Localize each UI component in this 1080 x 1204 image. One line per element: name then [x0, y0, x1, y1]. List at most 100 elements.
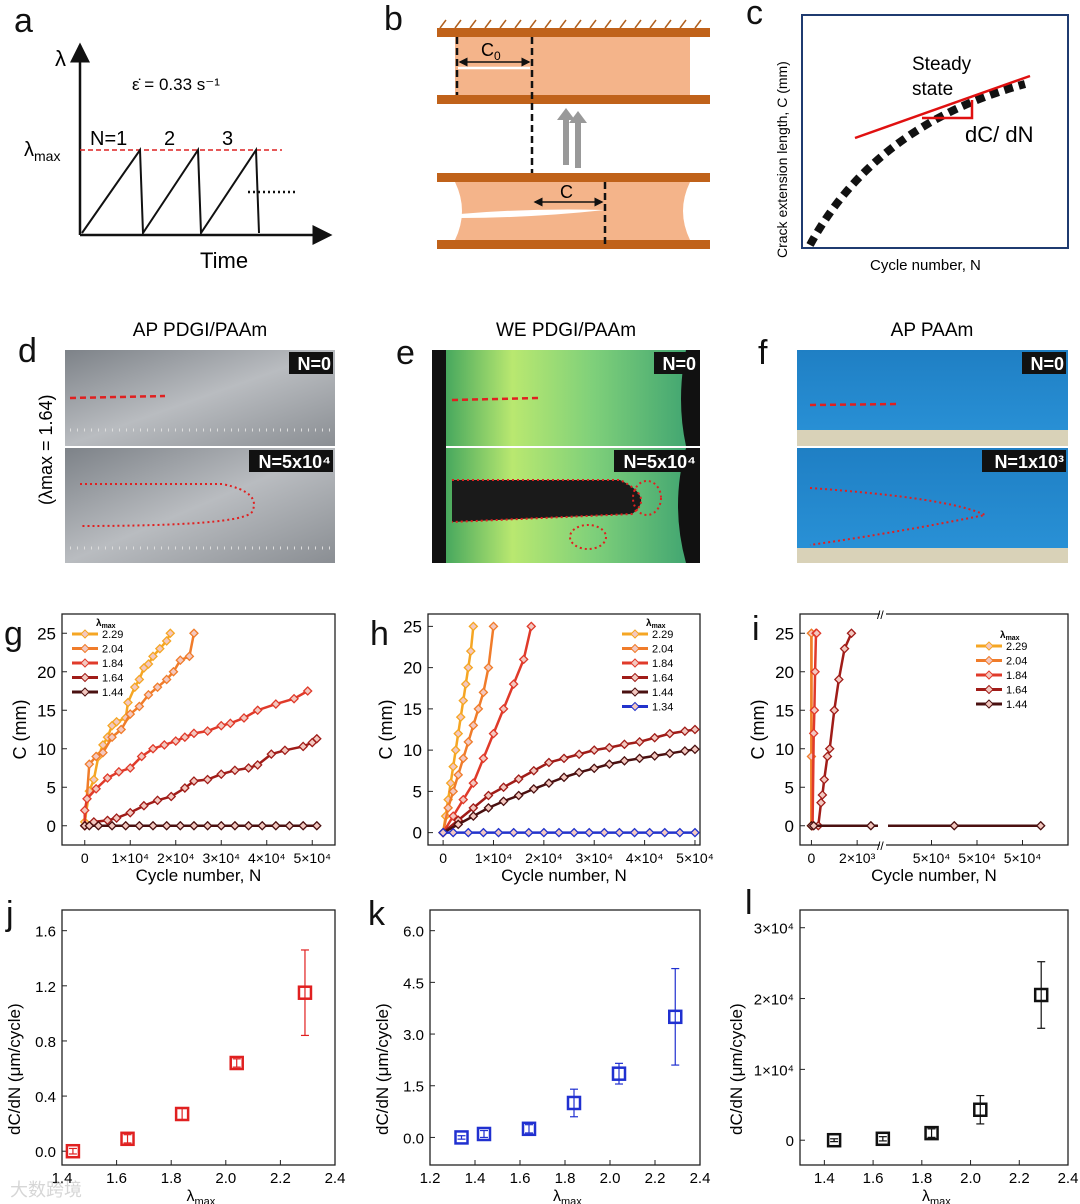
- plot-frame: [799, 909, 1069, 1166]
- data-point-group: [521, 1121, 537, 1137]
- data-point: [619, 755, 630, 766]
- data-point: [483, 662, 494, 673]
- x-axis-label-sub: max: [930, 1196, 951, 1204]
- state-label: state: [912, 79, 953, 100]
- x-tick-label: 1.4: [52, 1170, 73, 1187]
- data-point: [202, 820, 213, 831]
- x-tick-label: 1.6: [510, 1170, 531, 1187]
- data-point: [152, 795, 163, 806]
- x-tick-label: 4×10⁴: [626, 850, 664, 866]
- data-point: [450, 745, 461, 756]
- y-tick-label: 0.8: [35, 1034, 56, 1051]
- bottom-clamp: [437, 95, 710, 104]
- data-point: [829, 705, 840, 716]
- data-point: [614, 827, 625, 838]
- photo-edge: [432, 350, 446, 563]
- data-point: [143, 659, 154, 669]
- data-point: [134, 674, 145, 685]
- data-point: [949, 820, 960, 831]
- cycle-label-2: 2: [164, 128, 175, 150]
- data-point: [468, 778, 479, 789]
- data-point: [629, 827, 640, 838]
- data-point: [189, 776, 199, 787]
- x-tick-label: 2×10⁴: [157, 850, 195, 866]
- data-point-group: [924, 1125, 939, 1141]
- data-point: [513, 774, 524, 784]
- data-point: [839, 643, 850, 654]
- x-tick-label: 1.4: [814, 1170, 835, 1187]
- x-tick-label: 2.0: [600, 1170, 621, 1187]
- data-point: [189, 820, 199, 831]
- data-point: [810, 666, 821, 677]
- data-point: [93, 820, 104, 831]
- x-tick-label: 2.2: [645, 1170, 666, 1187]
- data-point: [822, 751, 833, 762]
- panel-label-h: h: [370, 615, 389, 653]
- x-tick-label: 3×10⁴: [575, 850, 613, 866]
- data-point: [679, 746, 690, 756]
- n-label-bg: [982, 450, 1066, 472]
- cycle-count-label-d-bottom: N=5x10⁴: [259, 452, 331, 472]
- crack-region: [452, 480, 642, 522]
- cycle-count-label-e-top: N=0: [662, 354, 696, 374]
- x-tick-label: 1.8: [161, 1170, 182, 1187]
- data-point: [168, 666, 179, 677]
- x-tick-label: 1×10⁴: [111, 850, 149, 866]
- chart-k: k 1.2 1.4 1.6 1.8 2.0 2.2 2.4 0.0 1.5 3.0 4.5 6.0 λma…: [368, 895, 710, 1204]
- y-axis-label: dC/dN (μm/cycle): [373, 1003, 392, 1135]
- y-tick-label: 0.0: [35, 1144, 56, 1161]
- lambda-max-condition-label: (λmax = 1.64): [36, 394, 56, 505]
- cycle-label-1: N=1: [90, 128, 127, 150]
- data-point: [488, 728, 499, 739]
- data-point: [84, 759, 95, 770]
- data-point: [165, 628, 176, 639]
- data-point: [170, 736, 181, 746]
- axis-break: [880, 610, 886, 618]
- data-point: [865, 820, 876, 831]
- data-point: [508, 679, 519, 690]
- data-point: [225, 718, 236, 729]
- data-point: [179, 732, 190, 743]
- data-point: [1035, 820, 1046, 831]
- data-point: [270, 699, 281, 710]
- data-point: [1033, 987, 1049, 1003]
- data-point: [134, 820, 145, 831]
- y-tick-label: 15: [403, 700, 422, 719]
- data-point: [202, 726, 213, 736]
- data-point: [179, 783, 190, 793]
- legend-marker: [630, 658, 640, 668]
- series-1.64: [79, 733, 322, 831]
- legend-title-main: λ: [1000, 630, 1006, 641]
- y-tick-label: 25: [775, 624, 794, 643]
- data-point: [584, 827, 595, 838]
- chart-i: i // // 0 2×10³ 5×10⁴ 5×10⁴ 5×10⁴ 0 5 10 15 20 25 Cycl…: [748, 608, 1069, 885]
- x-tick-label: 1.8: [911, 1170, 932, 1187]
- data-point: [280, 745, 290, 756]
- data-point: [159, 739, 170, 750]
- data-point: [589, 763, 600, 774]
- data-point: [136, 751, 147, 762]
- legend-marker: [630, 643, 640, 654]
- x-tick-label: 5×10⁴: [1004, 850, 1042, 866]
- data-point-group: [120, 1131, 135, 1147]
- data-point: [833, 674, 844, 685]
- data-point: [174, 1106, 190, 1122]
- data-point: [111, 813, 122, 823]
- data-point: [659, 827, 670, 838]
- y-tick-label: 0: [786, 1133, 794, 1150]
- data-point-group: [826, 1132, 842, 1148]
- slope-label: dC/ dN: [965, 122, 1033, 147]
- panel-label-f: f: [758, 334, 768, 372]
- propagated-crack: [460, 209, 605, 218]
- y-tick-label: 0: [47, 817, 56, 836]
- time-axis-label: Time: [200, 248, 248, 273]
- data-point: [604, 759, 615, 770]
- series-2.04: [79, 628, 199, 831]
- y-tick-label: 15: [37, 701, 56, 720]
- legend-label: 2.04: [652, 644, 673, 656]
- data-point: [154, 643, 165, 654]
- c-label: C: [560, 182, 573, 202]
- legend-marker: [630, 687, 640, 697]
- x-tick-label: 1.6: [863, 1170, 884, 1187]
- data-point: [664, 728, 675, 739]
